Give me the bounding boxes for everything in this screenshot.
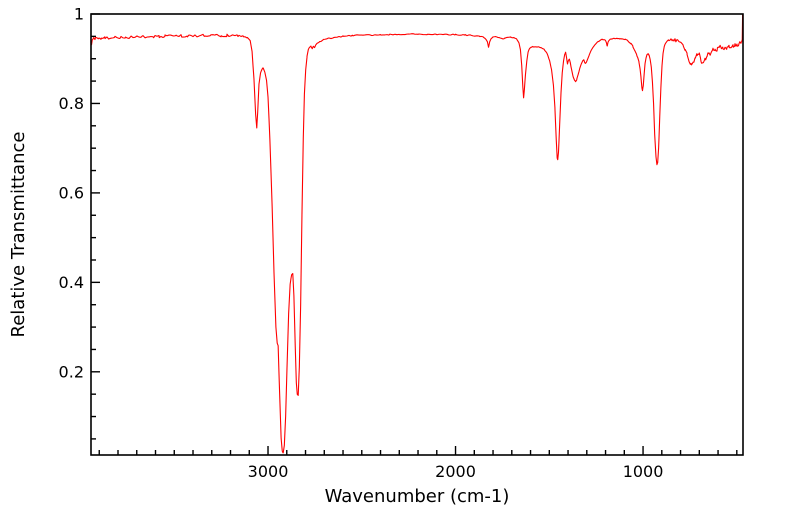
x-axis-title: Wavenumber (cm-1): [325, 486, 510, 507]
x-axis-ticks: [98, 446, 738, 455]
y-tick-label: 0.6: [59, 183, 84, 202]
y-axis-ticks: [91, 13, 100, 440]
spectrum-line: [90, 13, 744, 454]
plot-frame: [90, 13, 744, 456]
y-tick-label: 1: [74, 5, 84, 24]
x-tick-label: 3000: [248, 462, 289, 481]
y-tick-label: 0.4: [59, 273, 84, 292]
x-tick-label: 2000: [435, 462, 476, 481]
y-axis-title: Relative Transmittance: [8, 132, 29, 338]
y-tick-label: 0.2: [59, 362, 84, 381]
x-tick-label: 1000: [623, 462, 664, 481]
y-tick-label: 0.8: [59, 94, 84, 113]
